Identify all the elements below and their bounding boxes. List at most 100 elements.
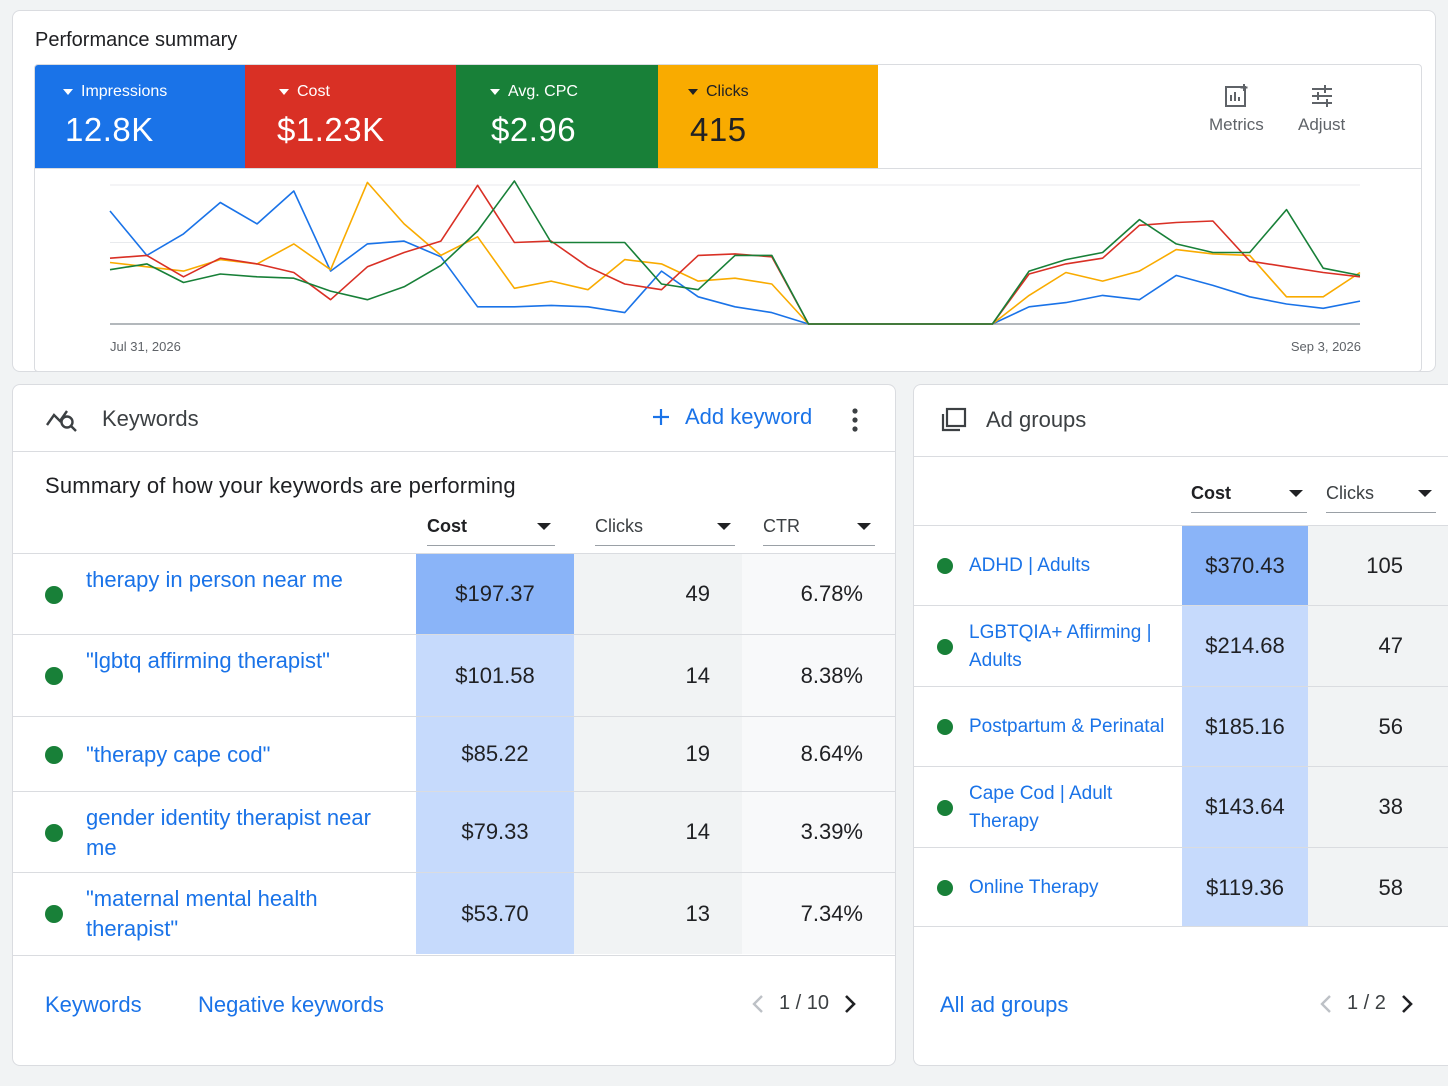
keyword-cost-cell: $85.22: [416, 717, 574, 791]
status-dot-icon: [45, 823, 63, 842]
add-keyword-button[interactable]: Add keyword: [651, 404, 812, 430]
status-dot-icon: [45, 905, 63, 923]
metric-tile-cost[interactable]: Cost $1.23K: [245, 65, 456, 168]
table-row: Postpartum & Perinatal $185.16 56: [914, 686, 1448, 766]
adjust-button[interactable]: Adjust: [1298, 83, 1345, 135]
keyword-clicks-cell: 14: [574, 792, 742, 872]
metric-label-avg-cpc[interactable]: Avg. CPC: [490, 83, 578, 101]
ad-group-link[interactable]: Postpartum & Perinatal: [969, 716, 1165, 737]
table-row: LGBTQIA+ Affirming | Adults $214.68 47: [914, 605, 1448, 686]
metric-value-clicks: 415: [690, 111, 747, 148]
chevron-left-icon[interactable]: [751, 993, 765, 1015]
performance-line-chart: [109, 180, 1361, 325]
more-options-icon[interactable]: [851, 407, 859, 438]
add-keyword-label: Add keyword: [685, 404, 813, 429]
performance-panel: Impressions 12.8K Cost $1.23K Avg. CPC $…: [34, 64, 1422, 372]
keyword-clicks-cell: 13: [574, 873, 742, 954]
tune-sliders-icon: [1311, 85, 1332, 107]
series-line-impressions: [109, 190, 1361, 325]
performance-summary-title: Performance summary: [35, 29, 238, 51]
chevron-left-icon[interactable]: [1319, 993, 1333, 1015]
column-header-cost[interactable]: Cost: [427, 516, 555, 546]
metric-label-text: Cost: [297, 83, 330, 100]
caret-down-icon: [279, 89, 289, 95]
column-header-label: Cost: [1191, 483, 1231, 503]
ad-group-clicks-cell: 47: [1308, 606, 1448, 686]
table-row: Cape Cod | Adult Therapy $143.64 38: [914, 766, 1448, 847]
status-dot-icon: [937, 558, 953, 574]
metric-tile-clicks[interactable]: Clicks 415: [658, 65, 878, 168]
ad-group-clicks-cell: 56: [1308, 687, 1448, 766]
ad-group-cost-cell: $214.68: [1182, 606, 1308, 686]
adjust-button-label: Adjust: [1298, 115, 1346, 134]
performance-summary-card: Performance summary Impressions 12.8K Co…: [12, 10, 1436, 372]
column-header-ctr[interactable]: CTR: [763, 516, 875, 546]
keywords-card: Keywords Add keyword Summary of how your…: [12, 384, 896, 1066]
chevron-right-icon[interactable]: [843, 993, 857, 1015]
keywords-header: Keywords Add keyword: [13, 385, 895, 452]
ad-group-link[interactable]: LGBTQIA+ Affirming | Adults: [969, 621, 1152, 671]
negative-keywords-link[interactable]: Negative keywords: [198, 992, 384, 1017]
metric-label-text: Impressions: [81, 83, 168, 100]
metric-label-cost[interactable]: Cost: [279, 83, 330, 101]
keyword-link[interactable]: gender identity therapist near me: [86, 804, 371, 860]
status-dot-icon: [45, 585, 63, 604]
status-dot-icon: [45, 745, 63, 764]
keyword-cost-cell: $197.37: [416, 554, 574, 634]
table-row: therapy in person near me $197.37 49 6.78%: [13, 553, 895, 634]
metric-label-impressions[interactable]: Impressions: [63, 83, 167, 101]
status-dot-icon: [937, 799, 953, 816]
ad-group-link[interactable]: ADHD | Adults: [969, 555, 1091, 576]
ad-groups-card: Ad groups Cost Clicks ADHD | Adults $370.…: [913, 384, 1448, 1066]
metric-tile-impressions[interactable]: Impressions 12.8K: [35, 65, 245, 168]
tiles-divider: [35, 168, 1421, 169]
plus-icon: [653, 409, 669, 425]
column-header-clicks[interactable]: Clicks: [1326, 483, 1436, 513]
caret-down-icon: [490, 89, 500, 95]
ad-group-link[interactable]: Online Therapy: [969, 877, 1099, 898]
sort-dropdown-icon: [857, 523, 871, 530]
page-indicator: 1 / 10: [779, 992, 830, 1014]
ad-group-cost-cell: $370.43: [1182, 526, 1308, 605]
keyword-link[interactable]: "lgbtq affirming therapist": [86, 648, 330, 673]
ad-group-link[interactable]: Cape Cod | Adult Therapy: [969, 782, 1113, 832]
keyword-ctr-cell: 3.39%: [742, 792, 895, 872]
metric-value-cost: $1.23K: [277, 111, 385, 148]
ad-group-clicks-cell: 58: [1308, 848, 1448, 927]
table-row: ADHD | Adults $370.43 105: [914, 525, 1448, 605]
column-header-clicks[interactable]: Clicks: [595, 516, 735, 546]
keyword-link[interactable]: therapy in person near me: [86, 566, 343, 592]
metric-label-clicks[interactable]: Clicks: [688, 83, 749, 101]
keywords-title: Keywords: [102, 406, 199, 431]
ad-group-cost-cell: $143.64: [1182, 767, 1308, 847]
keywords-pager: 1 / 10: [751, 992, 857, 1015]
table-row: "maternal mental health therapist" $53.70…: [13, 872, 895, 954]
status-dot-icon: [937, 719, 953, 735]
all-ad-groups-link[interactable]: All ad groups: [940, 992, 1069, 1017]
keyword-ctr-cell: 6.78%: [742, 554, 895, 634]
keyword-ctr-cell: 7.34%: [742, 873, 895, 954]
table-row: gender identity therapist near me $79.33 1…: [13, 791, 895, 872]
keywords-link[interactable]: Keywords: [45, 992, 142, 1017]
keywords-footer-divider: [13, 955, 895, 956]
ad-groups-header: Ad groups: [914, 385, 1448, 457]
sort-dropdown-icon: [1289, 490, 1303, 497]
column-header-label: Clicks: [595, 516, 643, 536]
column-header-cost[interactable]: Cost: [1191, 483, 1307, 513]
series-line-cost: [109, 184, 1361, 325]
keyword-link[interactable]: "maternal mental health therapist": [86, 886, 318, 941]
status-dot-icon: [937, 880, 953, 896]
keyword-search-icon: [46, 410, 77, 432]
keyword-cost-cell: $79.33: [416, 792, 574, 872]
chevron-right-icon[interactable]: [1400, 993, 1414, 1015]
x-axis-start-label: Jul 31, 2026: [110, 339, 181, 354]
metric-tile-avg-cpc[interactable]: Avg. CPC $2.96: [456, 65, 658, 168]
metrics-button[interactable]: Metrics: [1209, 83, 1264, 135]
keyword-cost-cell: $53.70: [416, 873, 574, 954]
ad-group-clicks-cell: 105: [1308, 526, 1448, 605]
keywords-summary-heading: Summary of how your keywords are perform…: [45, 473, 516, 498]
metric-label-text: Clicks: [706, 83, 749, 100]
x-axis-end-label: Sep 3, 2026: [1290, 339, 1361, 354]
ad-groups-footer-divider: [914, 926, 1448, 927]
keyword-link[interactable]: "therapy cape cod": [86, 741, 271, 767]
